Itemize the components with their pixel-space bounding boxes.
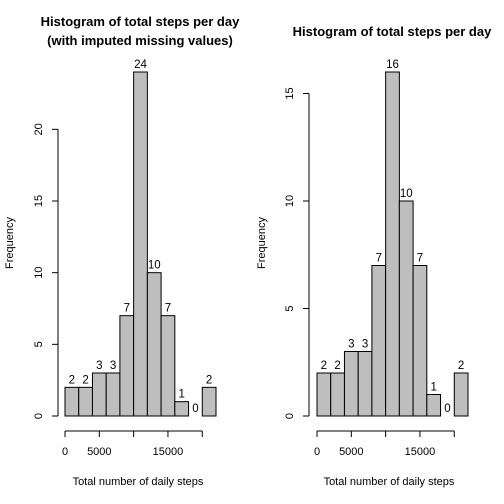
chart-2-bar-11 (453, 372, 469, 417)
chart-2-bar-label-7: 10 (400, 188, 413, 200)
chart-2-y-axis-title: Frequency (256, 217, 268, 269)
chart-2-bar-label-5: 7 (376, 253, 382, 265)
chart-1-bar-label-11: 2 (206, 374, 212, 386)
chart-2-bar-6 (385, 71, 400, 417)
chart-2-bar-label-4: 3 (362, 339, 368, 351)
chart-2-bar-5 (371, 265, 387, 417)
chart-2-bar-7 (398, 200, 414, 417)
chart-2-x-tick-label-0: 0 (314, 446, 320, 458)
chart-2-bar-label-10: 0 (444, 403, 450, 415)
chart-2-bar-label-9: 1 (430, 382, 436, 394)
chart-1-bar-label-4: 3 (110, 360, 116, 372)
chart-2-bar-2 (330, 372, 345, 417)
chart-1-bar-8 (160, 315, 176, 417)
chart-2-x-axis-title: Total number of daily steps (324, 476, 455, 488)
chart-1-x-axis-title: Total number of daily steps (73, 476, 204, 488)
chart-1-bar-11 (201, 386, 217, 417)
chart-1-bar-7 (146, 272, 162, 417)
chart-1-bar-label-7: 10 (148, 260, 161, 272)
chart-2-x-tick-label-2: 15000 (405, 446, 436, 458)
chart-1-bar-label-9: 1 (178, 389, 184, 401)
chart-2-bar-label-2: 2 (334, 360, 340, 372)
chart-1-bar-3 (91, 372, 107, 417)
chart-1-bar-9 (174, 401, 190, 417)
chart-2-bar-3 (343, 351, 359, 417)
chart-2-bar-1 (316, 372, 332, 417)
chart-1-bar-2 (78, 386, 93, 417)
chart-2-bar-9 (426, 394, 442, 417)
chart-1-bar-label-5: 7 (124, 303, 130, 315)
chart-1-y-tick-label-3: 15 (33, 195, 45, 207)
chart-2-y-tick-label-2: 10 (284, 195, 296, 207)
chart-1-y-tick-label-4: 20 (33, 123, 45, 135)
chart-1-y-tick-label-2: 10 (33, 267, 45, 279)
chart-2-bar-label-6: 16 (386, 59, 399, 71)
chart-1-bar-label-1: 2 (69, 374, 75, 386)
chart-2-x-tick-label-1: 5000 (339, 446, 363, 458)
chart-1-y-axis-title: Frequency (4, 217, 16, 269)
chart-1-bar-6 (133, 71, 148, 417)
chart-2-y-tick-label-1: 5 (284, 305, 296, 311)
chart-2-bar-label-3: 3 (348, 339, 354, 351)
chart-1-bar-label-3: 3 (96, 360, 102, 372)
chart-2-title-line-1: Histogram of total steps per day (293, 24, 492, 39)
chart-2-bar-label-8: 7 (417, 253, 423, 265)
chart-1-bar-label-10: 0 (192, 403, 198, 415)
chart-1-bar-5 (119, 315, 135, 417)
chart-1-bar-label-8: 7 (165, 303, 171, 315)
chart-2-bar-label-1: 2 (321, 360, 327, 372)
chart-1-x-tick-label-1: 5000 (87, 446, 111, 458)
chart-1-bar-4 (105, 372, 121, 417)
chart-1-x-tick-label-0: 0 (62, 446, 68, 458)
chart-2-bar-label-11: 2 (458, 360, 464, 372)
chart-1-y-tick-label-0: 0 (33, 413, 45, 419)
chart-1-bar-label-2: 2 (82, 374, 88, 386)
chart-2-bar-8 (412, 265, 428, 417)
chart-1-title-line-1: Histogram of total steps per day (41, 14, 240, 29)
chart-1-x-tick-label-2: 15000 (153, 446, 184, 458)
chart-2-y-tick-label-3: 15 (284, 87, 296, 99)
chart-1-bar-label-6: 24 (134, 59, 147, 71)
chart-1-bar-1 (64, 386, 80, 417)
chart-2-bar-4 (357, 351, 373, 417)
chart-1-title-line-2: (with imputed missing values) (47, 33, 233, 48)
chart-1-y-tick-label-1: 5 (33, 341, 45, 347)
chart-2-y-tick-label-0: 0 (284, 413, 296, 419)
